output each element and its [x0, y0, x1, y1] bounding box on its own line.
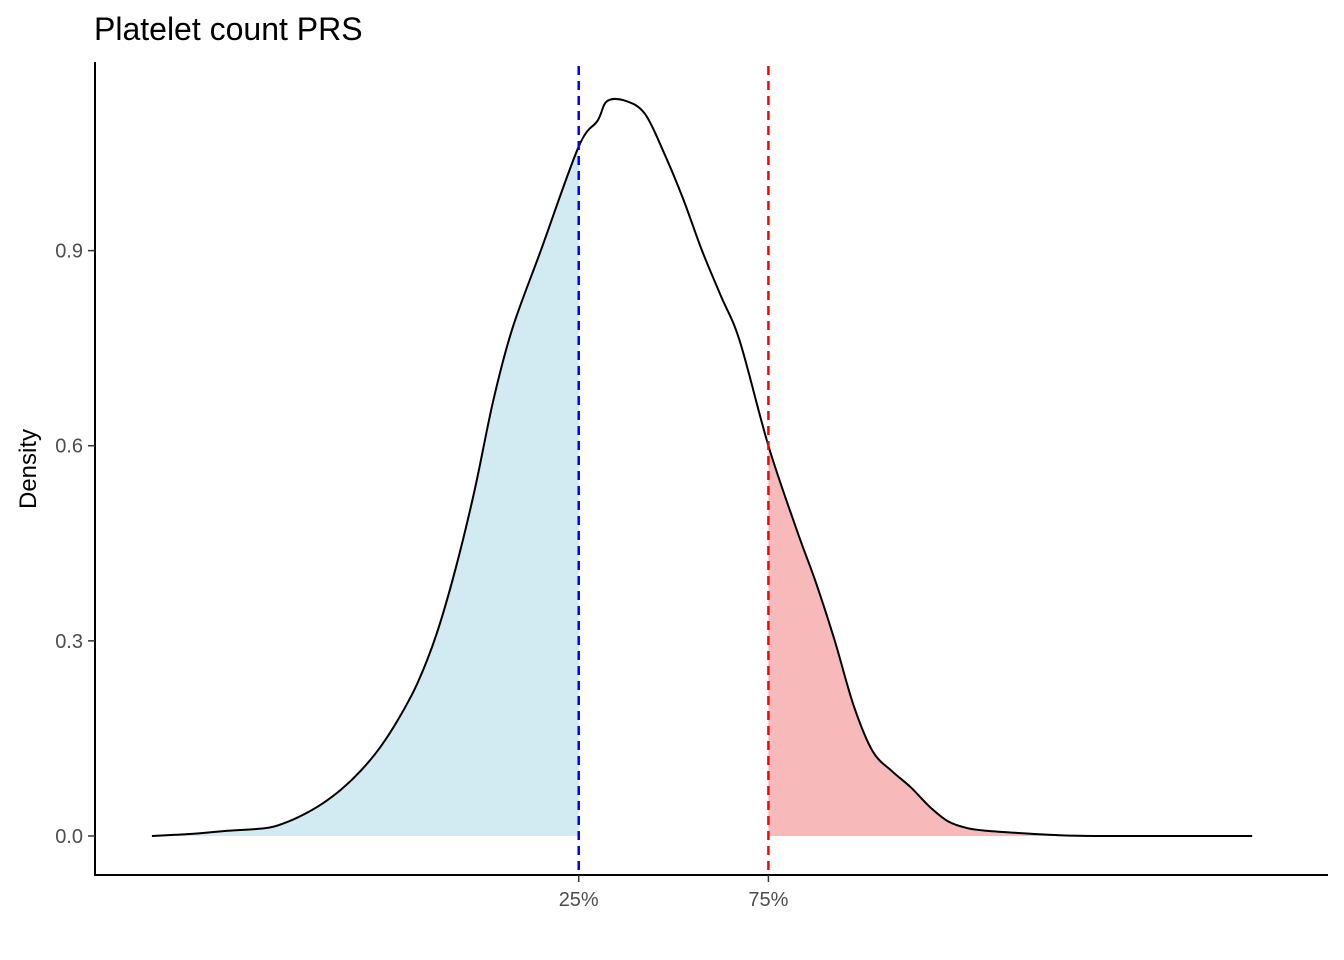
lower-tail-area	[151, 146, 579, 836]
y-tick-label: 0.3	[55, 631, 83, 653]
upper-tail-area	[768, 445, 1253, 836]
x-tick-label: 75%	[748, 889, 788, 911]
chart-title: Platelet count PRS	[94, 11, 363, 47]
plot-area	[151, 66, 1253, 875]
y-axis-title: Density	[15, 429, 42, 509]
y-tick-label: 0.0	[55, 826, 83, 848]
density-curve	[151, 97, 1253, 838]
y-tick-label: 0.6	[55, 436, 83, 458]
x-axis-ticks: 25% 75%	[559, 875, 789, 911]
y-tick-label: 0.9	[55, 241, 83, 263]
y-axis-ticks: 0.0 0.3 0.6 0.9	[55, 241, 95, 848]
x-tick-label: 25%	[559, 889, 599, 911]
